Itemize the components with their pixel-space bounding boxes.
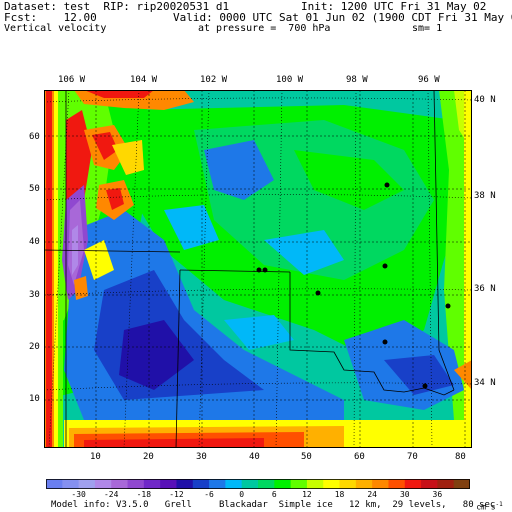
colorbar-labels: -30 -24 -18 -12 -6 0 6 12 18 24 30 36 xyxy=(46,490,470,500)
longitude-label: 102 W xyxy=(200,75,228,85)
colorbar-swatch xyxy=(62,479,80,489)
longitude-label: 106 W xyxy=(58,75,86,85)
dataset-line: Dataset: test RIP: rip20020531 d1 xyxy=(4,0,230,13)
grid-x-label: 70 xyxy=(407,452,418,462)
colorbar-swatch xyxy=(241,479,259,489)
latitude-label: 36 N xyxy=(474,284,496,294)
colorbar-label: -30 xyxy=(71,490,86,499)
grid-x-label: 80 xyxy=(455,452,466,462)
grid-y-label: 10 xyxy=(29,394,40,404)
colorbar-label: 6 xyxy=(271,490,277,499)
pressure-line: at pressure = 700 hPa xyxy=(198,23,331,34)
colorbar-swatch xyxy=(404,479,422,489)
colorbar-label: -24 xyxy=(103,490,119,499)
latitude-label: 40 N xyxy=(474,95,496,105)
colorbar-swatch xyxy=(355,479,373,489)
grid-y-label: 30 xyxy=(29,290,40,300)
longitude-label: 104 W xyxy=(130,75,158,85)
colorbar-units: cm s-1 xyxy=(457,490,503,512)
grid-x-label: 30 xyxy=(196,452,207,462)
grid-y-label: 20 xyxy=(29,342,40,352)
colorbar-swatch xyxy=(290,479,308,489)
grid-x-label: 50 xyxy=(301,452,312,462)
latitude-label: 34 N xyxy=(474,378,496,388)
colorbar-swatch xyxy=(111,479,129,489)
grid-x-label: 60 xyxy=(354,452,365,462)
colorbar-swatch xyxy=(176,479,194,489)
colorbar-label: 24 xyxy=(367,490,377,499)
colorbar-units-text: cm s xyxy=(476,502,496,512)
colorbar-label: -18 xyxy=(136,490,152,499)
sm-line: sm= 1 xyxy=(412,23,443,34)
colorbar-label: 12 xyxy=(302,490,312,499)
colorbar-swatch xyxy=(339,479,357,489)
colorbar-swatch xyxy=(437,479,455,489)
colorbar-label: -6 xyxy=(204,490,214,499)
colorbar-swatch xyxy=(306,479,324,489)
colorbar-swatch xyxy=(46,479,63,489)
colorbar-swatch xyxy=(421,479,438,489)
colorbar-swatch xyxy=(323,479,341,489)
grid-x-label: 40 xyxy=(249,452,260,462)
colorbar-label: 36 xyxy=(432,490,443,499)
colorbar-swatch xyxy=(160,479,177,489)
grid-x-label: 20 xyxy=(143,452,154,462)
colorbar-swatch xyxy=(94,479,112,489)
colorbar-swatch xyxy=(127,479,145,489)
grid-y-label: 60 xyxy=(29,132,40,142)
colorbar xyxy=(46,479,470,489)
colorbar-swatch xyxy=(78,479,96,489)
colorbar-swatch xyxy=(258,479,275,489)
colorbar-swatch xyxy=(143,479,161,489)
colorbar-swatch xyxy=(192,479,210,489)
grid-y-label: 40 xyxy=(29,237,40,247)
field-name: Vertical velocity xyxy=(4,23,107,34)
colorbar-label: -12 xyxy=(169,490,184,499)
colorbar-swatch xyxy=(453,479,470,489)
latitude-label: 38 N xyxy=(474,191,496,201)
fcst-line: Fcst: 12.00 xyxy=(4,11,97,24)
colorbar-label: 18 xyxy=(334,490,345,499)
colorbar-swatch xyxy=(209,479,226,489)
longitude-label: 98 W xyxy=(346,75,368,85)
colorbar-swatch xyxy=(372,479,389,489)
colorbar-units-exp: -1 xyxy=(495,501,503,508)
valid-line: Valid: 0000 UTC Sat 01 Jun 02 (1900 CDT … xyxy=(173,11,512,24)
colorbar-label: 0 xyxy=(239,490,245,499)
grid-x-label: 10 xyxy=(90,452,101,462)
colorbar-swatch xyxy=(225,479,243,489)
colorbar-swatch xyxy=(388,479,406,489)
model-info: Model info: V3.5.0 Grell Blackadar Simpl… xyxy=(51,500,496,510)
colorbar-swatch xyxy=(274,479,292,489)
vertical-velocity-map xyxy=(44,90,472,448)
init-line: Init: 1200 UTC Fri 31 May 02 xyxy=(301,0,487,13)
colorbar-label: 30 xyxy=(399,490,410,499)
grid-y-label: 50 xyxy=(29,184,40,194)
longitude-label: 100 W xyxy=(276,75,304,85)
longitude-label: 96 W xyxy=(418,75,440,85)
